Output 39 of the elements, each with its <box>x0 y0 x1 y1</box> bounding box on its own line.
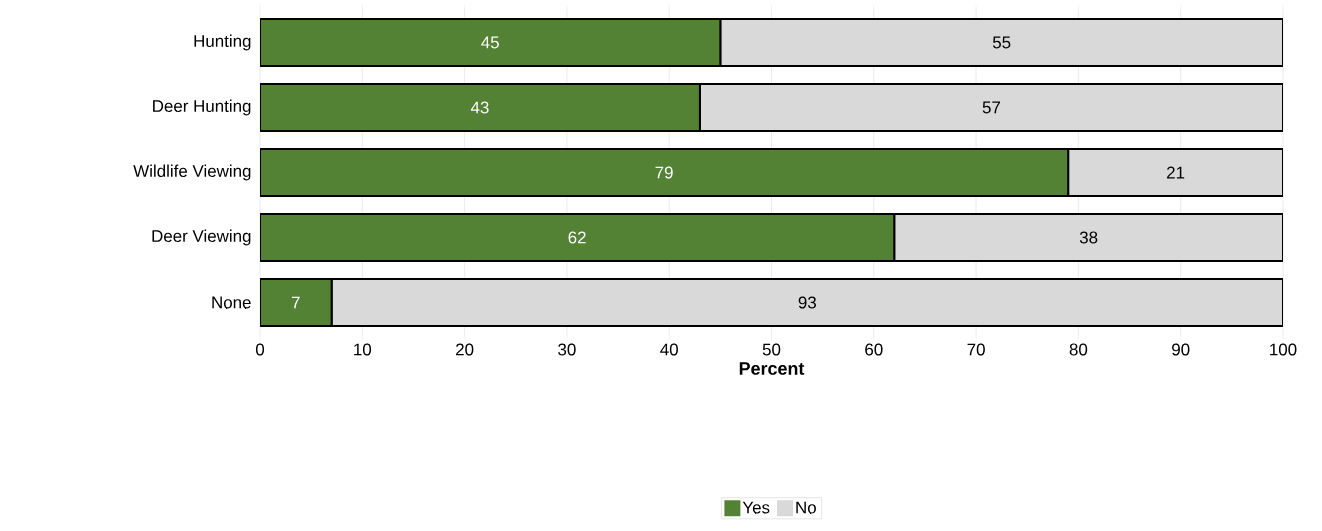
data-label: 7 <box>291 296 300 309</box>
y-tick-label: Deer Hunting <box>153 99 251 116</box>
bar <box>698 83 1283 132</box>
x-tick-label: 30 <box>558 343 576 356</box>
x-axis-title: Percent <box>739 362 805 375</box>
data-label: 43 <box>470 101 489 114</box>
x-tick-label: 100 <box>1270 343 1297 356</box>
y-tick-label: Hunting <box>194 34 251 51</box>
x-tick-label: 20 <box>456 343 474 356</box>
bar <box>260 83 701 132</box>
x-tick-label: 10 <box>354 343 372 356</box>
bar <box>893 212 1283 262</box>
legend-label: Yes <box>742 501 770 514</box>
data-label: 21 <box>1167 166 1185 179</box>
x-tick-label: 90 <box>1172 343 1190 356</box>
y-tick-label: Wildlife Viewing <box>133 164 251 181</box>
legend-label: No <box>796 501 816 514</box>
data-label: 93 <box>798 296 816 309</box>
bar <box>260 278 333 327</box>
x-tick-label: 50 <box>762 343 781 356</box>
bar <box>330 278 1283 327</box>
x-tick-label: 0 <box>255 343 265 356</box>
data-label: 45 <box>481 36 499 49</box>
y-tick-label: None <box>212 296 251 309</box>
bar <box>719 18 1283 67</box>
bar <box>260 147 1070 197</box>
bar <box>1067 147 1283 197</box>
bar <box>260 18 722 67</box>
data-label: 55 <box>992 36 1011 49</box>
x-tick-label: 60 <box>865 343 883 356</box>
data-label: 57 <box>982 101 1001 114</box>
data-label: 62 <box>568 231 586 244</box>
bar <box>260 212 896 262</box>
y-tick-label: Deer Viewing <box>152 229 251 246</box>
x-tick-label: 80 <box>1069 343 1088 356</box>
x-tick-label: 40 <box>660 343 678 356</box>
x-tick-label: 70 <box>967 343 985 356</box>
data-label: 38 <box>1079 231 1098 244</box>
data-label: 79 <box>655 166 673 179</box>
